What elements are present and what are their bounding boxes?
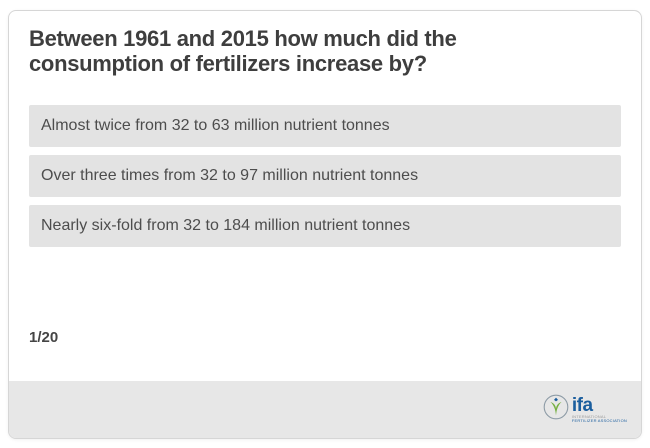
answer-option-2[interactable]: Over three times from 32 to 97 million n… xyxy=(29,155,621,197)
question-title: Between 1961 and 2015 how much did the c… xyxy=(29,26,621,76)
answer-option-1[interactable]: Almost twice from 32 to 63 million nutri… xyxy=(29,105,621,147)
ifa-logo-brand: ifa xyxy=(571,394,593,416)
progress-indicator: 1/20 xyxy=(29,329,59,346)
question-title-line-2: consumption of fertilizers increase by? xyxy=(29,51,427,76)
ifa-plant-icon xyxy=(543,394,569,425)
quiz-card-body: Between 1961 and 2015 how much did the c… xyxy=(9,11,641,381)
ifa-logo: ifa INTERNATIONAL FERTILIZER ASSOCIATION xyxy=(543,394,627,425)
answer-option-3[interactable]: Nearly six-fold from 32 to 184 million n… xyxy=(29,205,621,247)
card-footer: ifa INTERNATIONAL FERTILIZER ASSOCIATION xyxy=(9,381,641,438)
quiz-card: Between 1961 and 2015 how much did the c… xyxy=(8,10,642,439)
ifa-logo-tagline-line2: FERTILIZER ASSOCIATION xyxy=(571,417,627,423)
answer-options: Almost twice from 32 to 63 million nutri… xyxy=(29,105,621,247)
question-title-line-1: Between 1961 and 2015 how much did the xyxy=(29,26,457,51)
ifa-logo-text: ifa INTERNATIONAL FERTILIZER ASSOCIATION xyxy=(571,394,627,423)
ifa-logo-tagline-line1: INTERNATIONAL xyxy=(571,413,607,419)
